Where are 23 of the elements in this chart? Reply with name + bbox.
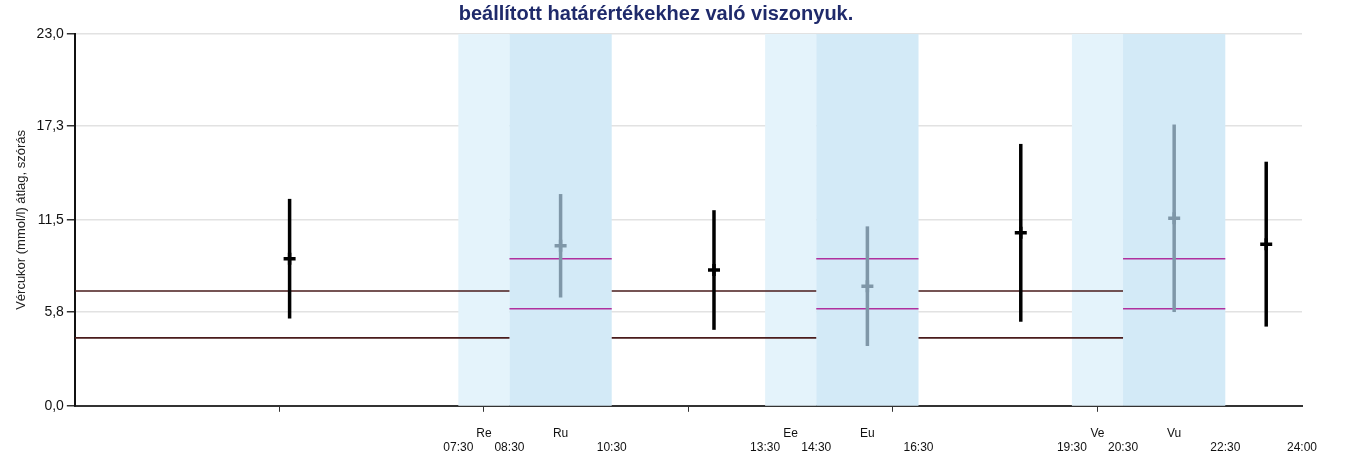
- chart-title: beállított határértékekhez való viszonyuk.: [458, 1, 854, 24]
- x-tick-label: 14:30: [801, 439, 832, 454]
- x-tick-label: 08:30: [494, 439, 525, 454]
- band-label: Ee: [783, 426, 799, 441]
- y-tick-label: 0,0: [44, 396, 65, 413]
- x-tick-label: 24:00: [1286, 439, 1318, 454]
- x-tick-label: 13:30: [750, 439, 781, 454]
- x-tick-label: 16:30: [903, 439, 934, 454]
- y-tick-label: 5,8: [44, 302, 65, 319]
- band-label: Ve: [1090, 426, 1105, 441]
- band-label: Vu: [1167, 426, 1182, 441]
- band-label: Re: [476, 426, 492, 441]
- y-tick-label: 11,5: [37, 210, 65, 227]
- band-label: Eu: [860, 426, 875, 441]
- y-tick-label: 17,3: [36, 117, 65, 133]
- x-tick-label: 20:30: [1108, 439, 1139, 454]
- x-tick-label: 07:30: [443, 439, 474, 454]
- x-tick-label: 22:30: [1210, 439, 1241, 454]
- band-label: Ru: [552, 426, 569, 441]
- x-tick-label: 19:30: [1056, 439, 1088, 454]
- y-axis-title: Vércukor (mmol/l) átlag, szórás: [13, 129, 29, 310]
- x-tick-label: 10:30: [596, 439, 628, 454]
- y-tick-label: 23,0: [36, 24, 65, 41]
